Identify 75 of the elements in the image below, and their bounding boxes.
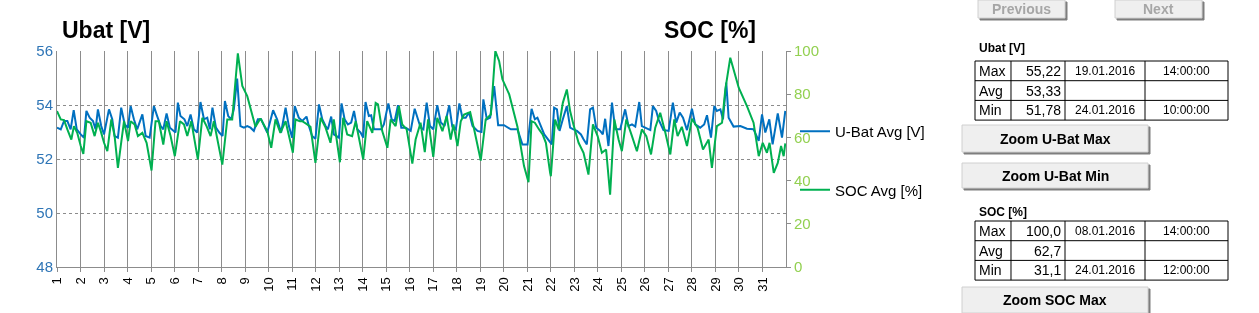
text: Max <box>979 223 1006 239</box>
y-axis-title: Ubat [V] <box>62 17 151 43</box>
x-tick-label: 8 <box>213 277 229 285</box>
text: 31,1 <box>1034 262 1062 278</box>
x-tick-label: 31 <box>754 277 770 292</box>
x-tick-label: 10 <box>260 277 276 292</box>
text: 14:00:00 <box>1163 224 1211 238</box>
text: Avg <box>979 243 1003 259</box>
text: Next <box>1143 1 1174 17</box>
legend-label: U-Bat Avg [V] <box>835 123 925 141</box>
text: 55,22 <box>1026 63 1062 79</box>
x-tick-label: 26 <box>637 277 653 292</box>
x-tick-label: 11 <box>284 277 300 291</box>
y2-tick-label: 80 <box>794 85 811 103</box>
text: Min <box>979 102 1002 118</box>
text: 08.01.2016 <box>1075 224 1136 238</box>
line-series <box>57 77 786 148</box>
x-tick-label: 21 <box>519 277 535 292</box>
text: Ubat [V] <box>979 41 1025 55</box>
y2-tick-label: 20 <box>794 215 811 233</box>
text: 53,33 <box>1026 83 1062 99</box>
x-tick-label: 5 <box>143 277 159 285</box>
x-tick-label: 29 <box>707 277 723 292</box>
x-tick-label: 18 <box>448 277 464 292</box>
x-tick-label: 30 <box>731 277 747 292</box>
text: 51,78 <box>1026 102 1062 118</box>
text: Zoom SOC Max <box>1003 292 1107 308</box>
x-tick-label: 22 <box>543 277 559 292</box>
text: Zoom U-Bat Max <box>1000 131 1111 147</box>
x-tick-label: 13 <box>331 277 347 292</box>
text: Max <box>979 63 1006 79</box>
x-tick-label: 2 <box>72 277 88 285</box>
y2-tick-label: 60 <box>794 128 811 146</box>
y-tick-label: 50 <box>36 204 53 222</box>
x-tick-label: 19 <box>472 277 488 292</box>
y2-tick-label: 0 <box>794 258 803 276</box>
text: 12:00:00 <box>1163 263 1211 277</box>
y2-axis-title: SOC [%] <box>664 17 756 43</box>
text: Previous <box>992 1 1052 17</box>
text: 62,7 <box>1034 243 1062 259</box>
x-tick-label: 1 <box>49 277 65 285</box>
x-tick-label: 23 <box>566 277 582 292</box>
y2-tick-label: 40 <box>794 171 811 189</box>
y-tick-label: 56 <box>36 42 53 60</box>
x-tick-label: 24 <box>590 277 606 292</box>
x-tick-label: 12 <box>307 277 323 292</box>
x-tick-label: 4 <box>119 277 135 285</box>
x-tick-label: 3 <box>96 277 112 285</box>
text: 19.01.2016 <box>1075 64 1136 78</box>
x-tick-label: 6 <box>166 277 182 285</box>
y-tick-label: 54 <box>36 96 53 114</box>
line-series <box>57 51 786 196</box>
text: SOC [%] <box>979 205 1027 219</box>
text: 24.01.2016 <box>1075 263 1136 277</box>
text: 10:00:00 <box>1163 103 1211 117</box>
y2-tick-label: 100 <box>794 42 820 60</box>
x-tick-label: 16 <box>401 277 417 292</box>
text: 14:00:00 <box>1163 64 1211 78</box>
y-tick-label: 52 <box>36 150 53 168</box>
x-tick-label: 20 <box>496 277 512 292</box>
x-tick-label: 25 <box>613 277 629 292</box>
legend-label: SOC Avg [%] <box>835 181 923 199</box>
text: Min <box>979 262 1002 278</box>
text: 100,0 <box>1026 223 1062 239</box>
x-tick-label: 15 <box>378 277 394 292</box>
x-tick-label: 27 <box>660 277 676 292</box>
x-tick-label: 9 <box>237 277 253 285</box>
y-tick-label: 48 <box>36 258 53 276</box>
x-tick-label: 14 <box>354 277 370 292</box>
text: 24.01.2016 <box>1075 103 1136 117</box>
text: Avg <box>979 83 1003 99</box>
x-tick-label: 17 <box>425 277 441 292</box>
text: Zoom U-Bat Min <box>1002 168 1110 184</box>
x-tick-label: 7 <box>190 277 206 285</box>
x-tick-label: 28 <box>684 277 700 292</box>
